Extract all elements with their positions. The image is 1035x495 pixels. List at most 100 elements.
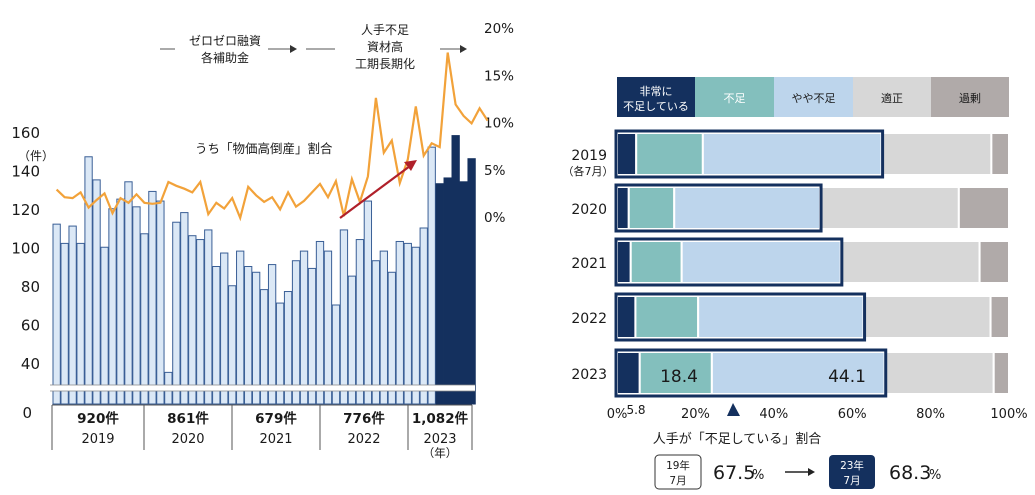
bar — [395, 240, 404, 405]
bar — [387, 271, 396, 405]
shortage-frame — [614, 237, 844, 287]
shortage-caption: 人手が「不足している」割合 — [653, 431, 822, 447]
seg-slightly-short — [673, 186, 822, 230]
left-axis: 160 140 120 100 80 60 40 0 — [11, 124, 40, 422]
bar — [92, 179, 101, 405]
seg-adequate — [880, 132, 993, 176]
price-hike-ratio-line — [55, 52, 489, 222]
axis-break — [50, 384, 475, 392]
left-chart: 160 140 120 100 80 60 40 0 20% 15% 10% 5% 0% 920件 20… — [11, 21, 514, 460]
bar — [180, 212, 189, 405]
bar — [379, 250, 388, 405]
top-note-period2-line3: 工期長期化 — [355, 57, 415, 71]
compare-from-label-1: 19年 — [666, 459, 690, 472]
bar — [419, 227, 428, 405]
bar — [124, 181, 133, 405]
legend-label: 過剰 — [959, 92, 981, 105]
left-axis-tick: 80 — [21, 278, 40, 296]
bar — [108, 208, 117, 405]
compare-to-label-1: 23年 — [840, 459, 864, 472]
bar — [148, 190, 157, 405]
seg-surplus — [978, 240, 1010, 284]
bar — [435, 183, 444, 405]
compare-arrow — [785, 468, 815, 476]
seg-surplus — [957, 186, 1010, 230]
x-tick: 80% — [916, 407, 945, 422]
bar — [212, 266, 221, 405]
right-axis-tick: 15% — [484, 68, 514, 84]
bar — [403, 242, 412, 405]
bar — [76, 242, 85, 405]
seg-short — [635, 132, 704, 176]
bar — [259, 289, 269, 405]
year-total: 920件 — [77, 410, 119, 427]
seg-slightly-short — [701, 132, 883, 176]
row-label: 2021 — [571, 256, 607, 272]
legend-label: やや不足 — [792, 92, 836, 105]
bar — [220, 252, 229, 405]
right-axis-tick: 20% — [484, 21, 514, 37]
seg-slightly-short — [680, 240, 842, 284]
bar — [84, 156, 93, 405]
bar — [140, 233, 149, 405]
legend-swatch — [774, 77, 853, 117]
top-note-period2: 人手不足 資材高 工期長期化 — [306, 23, 467, 71]
bar — [315, 240, 325, 405]
shortage-frame — [614, 183, 823, 233]
bar — [331, 304, 341, 405]
right-axis-tick: 10% — [484, 116, 514, 132]
left-axis-tick: 60 — [21, 316, 40, 334]
seg-adequate — [819, 186, 960, 230]
label-44-1: 44.1 — [828, 367, 866, 387]
bar — [291, 260, 301, 405]
seg-short — [627, 186, 676, 230]
bar — [355, 239, 365, 405]
pointer-triangle — [727, 403, 740, 416]
row-label: 2020 — [571, 202, 607, 218]
seg-very-short — [616, 240, 632, 284]
bar — [427, 146, 436, 405]
seg-short — [629, 240, 683, 284]
legend-label: 非常に — [640, 85, 673, 98]
top-note-period1-line1: ゼロゼロ融資 — [189, 34, 261, 48]
line-series-label: うち「物価高倒産」割合 — [195, 141, 333, 156]
left-axis-tick: 100 — [11, 239, 40, 257]
bar — [244, 266, 253, 405]
x-tick: 40% — [759, 407, 788, 422]
left-axis-tick: 140 — [11, 162, 40, 180]
bar — [172, 221, 181, 405]
bar — [275, 302, 285, 405]
bar — [100, 246, 109, 405]
seg-adequate — [839, 240, 981, 284]
year-label: 2020 — [171, 432, 204, 447]
year-total: 679件 — [255, 410, 297, 427]
bar — [467, 158, 476, 405]
seg-very-short — [616, 295, 637, 339]
row-label: 2019 — [571, 148, 607, 164]
axis-break-gap — [50, 385, 475, 391]
year-total: 776件 — [343, 410, 385, 427]
x-tick: 20% — [681, 407, 710, 422]
stacked-bars: 2019 2020 2021 2022 2023 （各7月） — [563, 129, 1010, 398]
x-tick: 100% — [990, 407, 1027, 422]
seg-slightly-short — [697, 295, 865, 339]
bar — [307, 267, 317, 405]
year-total: 1,082件 — [412, 410, 469, 427]
legend-swatch — [853, 77, 931, 117]
year-total: 861件 — [167, 410, 209, 427]
year-label: 2019 — [81, 432, 114, 447]
legend-label: 不足している — [623, 100, 689, 113]
left-axis-tick: 0 — [22, 404, 32, 422]
year-suffix: （年） — [423, 446, 458, 460]
bar — [411, 246, 420, 405]
seg-surplus — [990, 132, 1010, 176]
shortage-frame — [614, 348, 888, 398]
bar — [363, 200, 373, 405]
bar — [60, 242, 69, 405]
top-note-period2-line1: 人手不足 — [361, 23, 409, 37]
label-5-8: 5.8 — [626, 403, 645, 417]
x-axis: 920件 2019 861件 2020 679件 2021 776件 2022 1,082件 20… — [51, 404, 473, 460]
seg-very-short — [616, 351, 641, 395]
bar — [323, 250, 333, 405]
